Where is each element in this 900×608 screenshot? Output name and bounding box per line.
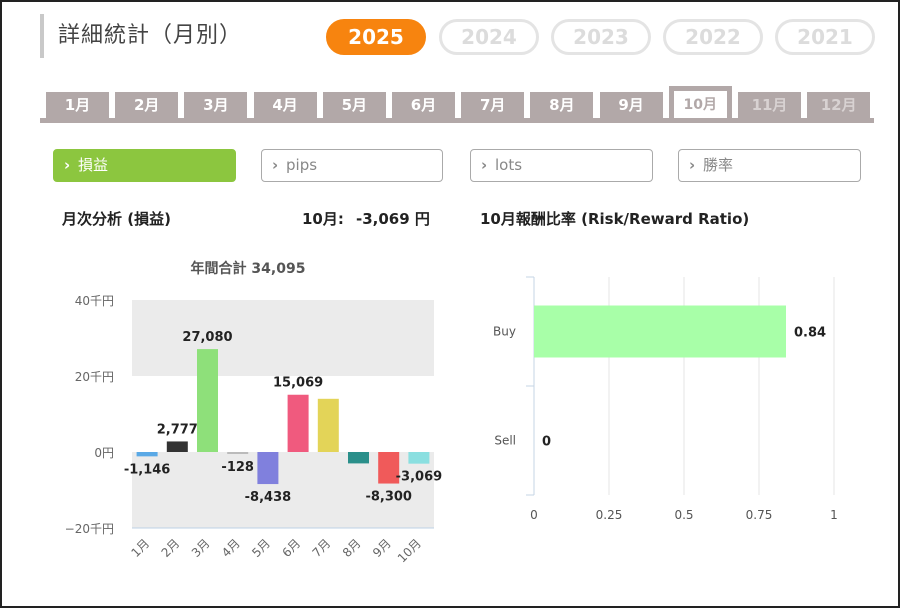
metric-label: lots	[495, 156, 523, 174]
bar-8月	[348, 452, 369, 464]
bar-9月	[378, 452, 400, 484]
tabs-underline	[40, 118, 874, 123]
metric-label: pips	[286, 156, 318, 174]
year-2022-button[interactable]: 2022	[663, 19, 763, 55]
bar-value-label: 0	[542, 435, 551, 450]
monthly-bar-chart: 年間合計 34,095 40千円 20千円 0円 −20千円 -1,146 1月 2,777 2…	[65, 260, 442, 565]
metric-lots-button[interactable]: › lots	[470, 149, 653, 182]
tab-month-4[interactable]: 4月	[253, 92, 317, 118]
y-tick-label: −20千円	[65, 522, 114, 536]
current-month-label: 10月:	[302, 210, 344, 228]
bar-value-label: 0.84	[794, 326, 826, 341]
bar-10月	[408, 452, 430, 464]
x-tick-label: 5月	[249, 536, 273, 560]
x-tick-label: 1	[830, 508, 838, 522]
bar-value-label: -128	[221, 460, 254, 475]
bar-buy	[534, 305, 786, 358]
tab-month-3[interactable]: 3月	[184, 92, 248, 118]
category-label: Sell	[494, 434, 516, 448]
bar-3月	[197, 349, 218, 452]
x-tick-label: 6月	[279, 536, 303, 560]
bar-value-label: 2,777	[157, 422, 198, 437]
ratio-heading: 10月報酬比率 (Risk/Reward Ratio)	[480, 210, 750, 228]
x-tick-label: 1月	[128, 536, 152, 560]
bar-6月	[287, 394, 309, 452]
bar-4月	[227, 452, 249, 454]
y-tick-label: 0円	[94, 446, 114, 460]
bar-2月	[166, 441, 188, 452]
chevron-right-icon: ›	[272, 156, 279, 174]
monthly-analysis-heading: 月次分析 (損益)	[62, 210, 171, 228]
chevron-right-icon: ›	[481, 156, 488, 174]
bar-value-label: -3,069	[396, 470, 442, 485]
annual-total-label: 年間合計 34,095	[191, 260, 306, 277]
bar-value-label: 15,069	[273, 376, 323, 391]
year-2024-button[interactable]: 2024	[439, 19, 539, 55]
tab-month-5[interactable]: 5月	[322, 92, 386, 118]
tab-month-9[interactable]: 9月	[599, 92, 663, 118]
plot-band-upper	[132, 300, 434, 376]
tab-month-10[interactable]: 10月	[668, 86, 732, 123]
x-tick-label: 3月	[189, 536, 213, 560]
x-tick-label: 7月	[310, 536, 334, 560]
x-tick-label: 4月	[219, 536, 243, 560]
bar-value-label: -8,438	[245, 490, 292, 505]
x-tick-label: 0.5	[674, 508, 693, 522]
x-tick-label: 8月	[340, 536, 364, 560]
x-tick-label: 9月	[370, 536, 394, 560]
tab-month-12[interactable]: 12月	[807, 92, 871, 118]
tab-month-1[interactable]: 1月	[46, 92, 109, 118]
bar-7月	[317, 398, 339, 452]
tab-month-8[interactable]: 8月	[530, 92, 594, 118]
y-tick-label: 40千円	[75, 294, 114, 308]
x-tick-label: 0.25	[596, 508, 623, 522]
x-tick-label: 0.75	[746, 508, 773, 522]
bar-value-label: 27,080	[182, 330, 232, 345]
metric-winrate-button[interactable]: › 勝率	[678, 149, 861, 182]
metric-profit-button[interactable]: › 損益	[53, 149, 236, 182]
metric-pips-button[interactable]: › pips	[261, 149, 443, 182]
year-2025-button[interactable]: 2025	[326, 19, 426, 55]
tab-month-2[interactable]: 2月	[115, 92, 179, 118]
category-label: Buy	[493, 325, 516, 339]
chevron-right-icon: ›	[64, 156, 71, 174]
page-title-block: 詳細統計（月別）	[40, 14, 242, 58]
x-tick-label: 0	[530, 508, 538, 522]
tab-month-7[interactable]: 7月	[461, 92, 525, 118]
bar-5月	[257, 452, 279, 485]
metric-label: 損益	[78, 156, 109, 174]
current-month-value: -3,069 円	[356, 210, 430, 228]
bar-1月	[136, 452, 158, 457]
bar-value-label: -1,146	[124, 462, 171, 477]
tab-month-6[interactable]: 6月	[392, 92, 455, 118]
bar-value-label: -8,300	[365, 490, 412, 505]
y-tick-label: 20千円	[75, 370, 114, 384]
chevron-right-icon: ›	[689, 156, 696, 174]
metric-label: 勝率	[703, 156, 734, 174]
page-title: 詳細統計（月別）	[58, 23, 243, 48]
ratio-bar-chart: Buy 0.84 Sell 0 0 0.25 0.5 0.75 1	[493, 276, 838, 522]
year-2021-button[interactable]: 2021	[775, 19, 875, 55]
x-tick-label: 2月	[159, 536, 183, 560]
x-tick-label: 10月	[395, 536, 424, 565]
year-2023-button[interactable]: 2023	[551, 19, 651, 55]
tab-month-11[interactable]: 11月	[738, 92, 801, 118]
